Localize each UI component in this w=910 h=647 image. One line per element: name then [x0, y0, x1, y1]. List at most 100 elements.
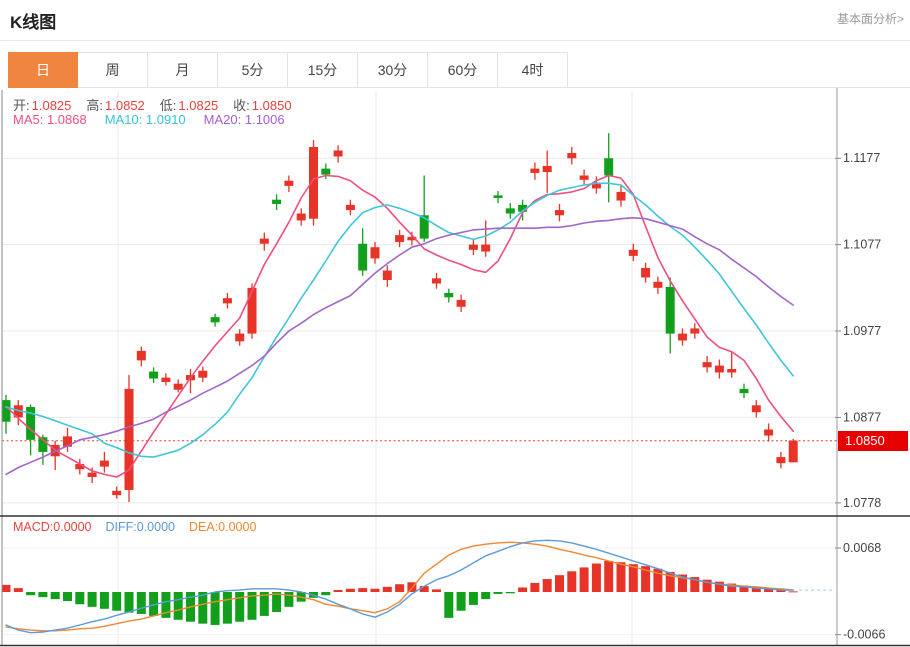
macd-histogram-bar [616, 562, 626, 592]
candle-body [764, 429, 774, 436]
macd-histogram-bar [13, 588, 23, 592]
candle-body [456, 299, 466, 307]
macd-histogram-bar [530, 582, 540, 592]
macd-histogram-bar [124, 591, 134, 613]
candle-body [665, 286, 675, 334]
current-price-badge: 1.0850 [838, 431, 908, 451]
macd-histogram-bar [38, 591, 48, 598]
candle-body [714, 365, 724, 373]
macd-histogram-bar [690, 577, 700, 592]
ma10-line [5, 182, 795, 458]
candle-body [112, 490, 122, 496]
candle-body [296, 213, 306, 221]
candle-body [690, 328, 700, 334]
macd-histogram-bar [198, 591, 208, 624]
diff-line [5, 539, 794, 634]
candle-body [136, 350, 146, 361]
candle-body [727, 369, 737, 373]
macd-histogram-bar [1, 584, 11, 592]
macd-histogram-bar [579, 567, 589, 592]
macd-histogram-bar [87, 591, 97, 607]
macd-histogram-bar [555, 575, 564, 592]
macd-histogram-bar [333, 590, 343, 592]
tab-5min[interactable]: 5分 [218, 52, 288, 88]
fundamental-analysis-link[interactable]: 基本面分析> [836, 12, 904, 26]
macd-histogram-bar [468, 591, 478, 605]
candle-body [149, 371, 159, 379]
candle-body [99, 460, 109, 467]
candle-body [321, 168, 331, 175]
candle-body [530, 168, 540, 173]
tab-day[interactable]: 日 [8, 52, 78, 88]
candle-body [653, 281, 663, 288]
candle-body [776, 457, 786, 464]
macd-histogram-bar [641, 566, 651, 592]
macd-histogram-bar [493, 591, 503, 594]
macd-histogram-bar [702, 579, 712, 592]
macd-histogram-bar [456, 591, 466, 611]
candle-body [247, 287, 257, 334]
candle-body [788, 440, 798, 463]
candle-body [75, 464, 85, 470]
candle-body [235, 333, 245, 342]
macd-histogram-bar [112, 591, 122, 611]
candle-body [567, 153, 577, 159]
tab-week[interactable]: 周 [78, 52, 148, 88]
candle-body [370, 247, 380, 259]
candle-body [432, 278, 441, 284]
macd-histogram-bar [395, 584, 405, 592]
macd-histogram-bar [382, 586, 392, 592]
candle-body [173, 383, 183, 390]
macd-histogram-bar [432, 589, 441, 592]
price-axis-label: 1.0977 [843, 324, 881, 338]
macd-histogram-bar [727, 583, 737, 592]
tab-15min[interactable]: 15分 [288, 52, 358, 88]
macd-histogram-bar [272, 591, 282, 613]
macd-histogram-bar [99, 591, 109, 609]
candle-body [259, 238, 269, 244]
macd-histogram-bar [665, 571, 675, 592]
candle-body [628, 249, 638, 256]
candle-body [1, 400, 11, 422]
candle-body [702, 362, 712, 368]
candle-body [272, 199, 282, 205]
macd-histogram-bar [764, 588, 774, 592]
tab-4hour[interactable]: 4时 [498, 52, 568, 88]
macd-histogram-bar [678, 574, 687, 592]
tab-60min[interactable]: 60分 [428, 52, 498, 88]
macd-histogram-bar [284, 591, 294, 607]
candle-body [591, 182, 601, 189]
macd-histogram-bar [358, 588, 368, 592]
candle-body [468, 244, 478, 250]
macd-axis-label: 0.0068 [843, 541, 881, 555]
tab-month[interactable]: 月 [148, 52, 218, 88]
candle-body [419, 215, 429, 239]
macd-histogram-bar [136, 591, 146, 614]
macd-histogram-bar [776, 590, 786, 592]
macd-histogram-bar [481, 591, 491, 600]
candle-body [395, 235, 405, 243]
macd-histogram-bar [26, 591, 36, 596]
tab-30min[interactable]: 30分 [358, 52, 428, 88]
macd-histogram-bar [591, 563, 601, 592]
macd-histogram-bar [149, 591, 159, 616]
candle-body [210, 317, 220, 323]
macd-histogram-bar [161, 591, 171, 618]
candle-body [505, 208, 515, 214]
macd-histogram-bar [247, 591, 257, 620]
macd-histogram-bar [567, 571, 577, 592]
candle-body [124, 388, 134, 490]
macd-histogram-bar [518, 587, 528, 592]
candle-body [222, 298, 232, 304]
candle-body [333, 150, 343, 157]
macd-histogram-bar [75, 591, 85, 605]
candle-body [161, 377, 171, 382]
macd-histogram-bar [628, 564, 638, 592]
macd-histogram-bar [714, 581, 724, 592]
page-title: K线图 [10, 13, 57, 32]
candle-body [555, 210, 564, 216]
candle-body [358, 243, 368, 271]
macd-axis-label: -0.0066 [843, 628, 885, 642]
